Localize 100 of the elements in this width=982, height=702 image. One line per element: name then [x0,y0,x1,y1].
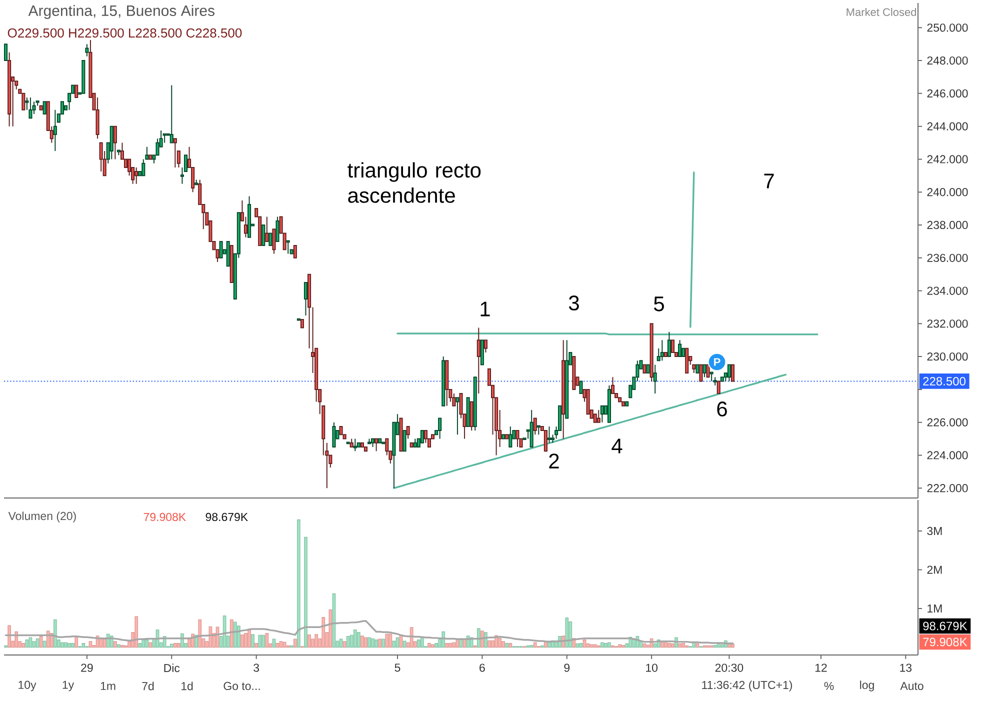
candlestick [610,376,615,394]
chart-title: Argentina, 15, Buenos Aires [28,4,214,19]
bar [258,634,262,648]
bar [445,643,449,648]
bar [388,634,392,648]
bar [142,640,146,648]
bar [420,637,424,648]
bar [720,644,724,648]
text: Go to... [224,682,260,690]
annotation: 6 [717,402,727,416]
bar [39,636,43,648]
candlestick [346,442,350,444]
bar [410,627,414,648]
bar [604,643,608,648]
bar [265,632,269,648]
bar [668,643,671,648]
bar [565,617,569,648]
candlestick [247,196,252,238]
candlestick [148,154,152,160]
candlestick [413,438,417,448]
annotation: triangulo recto ascendente [348,162,481,203]
candlestick [410,442,414,448]
candlestick [162,133,166,144]
bar [14,631,18,648]
bar [314,634,318,648]
bar [248,629,251,648]
bar [244,632,248,648]
candlestick [194,179,198,186]
candlestick [74,84,78,98]
bar [88,641,92,648]
bar [54,619,57,648]
candlestick [378,438,382,444]
bar [8,625,11,648]
bar [353,629,357,648]
bar [42,640,46,648]
bar [364,637,368,648]
candlestick [32,101,36,114]
bar [279,641,283,648]
candlestick [706,364,710,378]
text: 79.908K [923,638,968,646]
candlestick [353,438,357,452]
candlestick [420,430,424,444]
bar [402,640,406,648]
candlestick [502,434,506,440]
y-tick-label: 230.000 [927,352,968,361]
candlestick [696,364,700,374]
bar [28,637,32,648]
bar [138,643,142,648]
x-tick-label: Dic [164,664,180,672]
candlestick [650,323,654,382]
candlestick [579,380,583,394]
candlestick [476,327,480,394]
candlestick [96,97,100,140]
candlestick [382,442,386,444]
x-tick-label: 12 [815,664,827,672]
candlestick [670,340,675,353]
annotation: Market Closed [846,8,916,16]
candlestick [350,438,354,448]
text: 1d [182,682,193,690]
candlestick [473,376,477,432]
annotation: 7 [764,174,774,188]
ref-line-label: 228.500 [923,376,966,386]
candlestick [727,364,731,382]
bar [251,634,254,648]
bar [82,643,86,648]
bar [113,641,117,648]
bar [476,628,480,648]
candlestick [586,388,590,415]
annotation: 2 [549,454,559,468]
text: Auto [900,682,924,690]
candlestick [642,364,646,374]
y-tick-label: 3M [927,526,942,536]
bar [428,643,431,648]
candlestick [268,232,272,246]
bar [308,634,311,648]
y-tick-label: 222.000 [927,484,968,492]
bar [237,626,240,648]
x-tick-label: 5 [394,664,400,672]
candlestick [622,401,626,406]
bar [254,643,258,648]
candlestick [276,216,280,242]
bar [664,642,668,648]
annotation: P [714,358,720,366]
bar [488,640,491,648]
candlestick [730,364,735,382]
candlestick [300,319,304,328]
candlestick [8,52,12,127]
candlestick [272,228,276,254]
bar [590,644,594,648]
bar [502,641,506,648]
bar [74,636,78,648]
y-tick-label: 2M [927,566,942,574]
bar [448,643,452,648]
bar [392,640,396,648]
candlestick [265,216,269,242]
candlestick [653,364,657,394]
candlestick [399,418,403,452]
bar [25,640,29,648]
candlestick [593,414,597,423]
x-tick-label: 9 [564,664,570,672]
